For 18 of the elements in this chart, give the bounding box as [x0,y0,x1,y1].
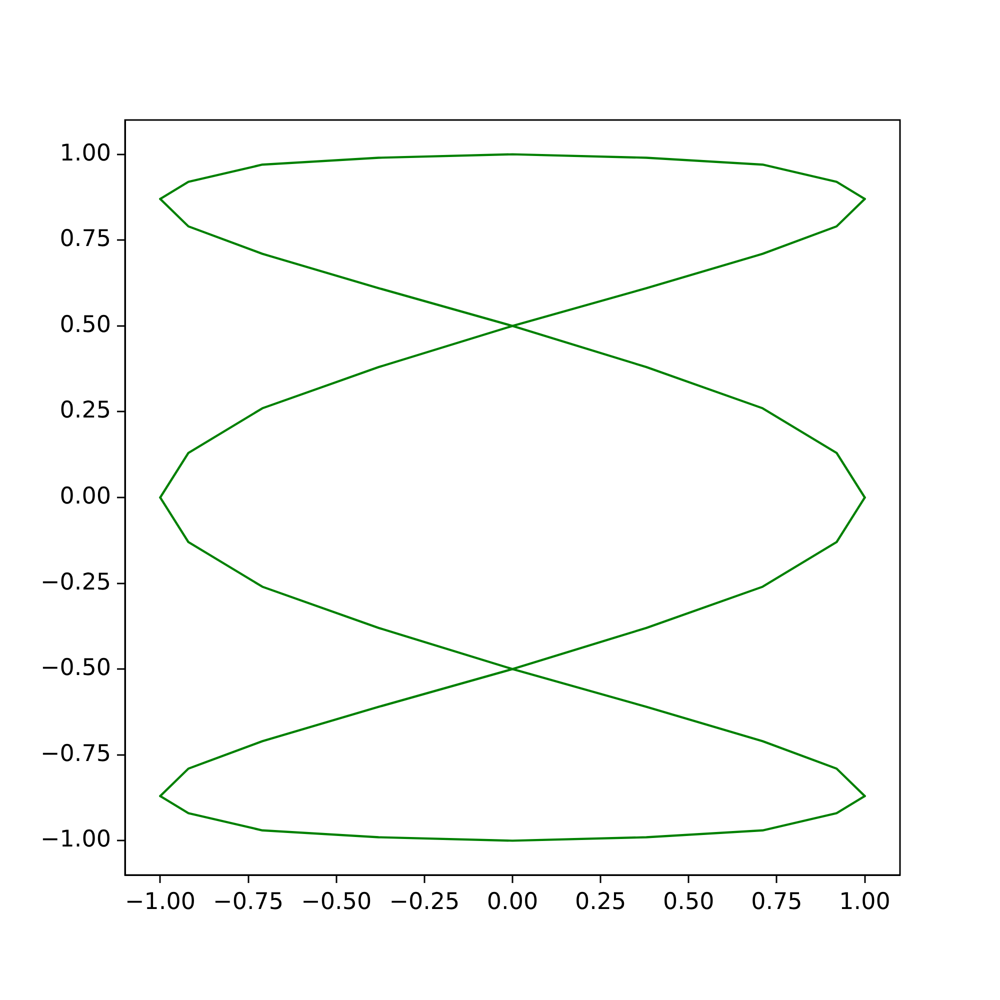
y-tick-label: −0.75 [40,740,111,767]
x-tick-label: −1.00 [124,888,196,915]
y-tick-label: −1.00 [40,826,111,853]
y-tick-label: 0.50 [60,312,111,338]
x-tick-label: −0.25 [389,888,460,915]
y-tick-label: 0.75 [60,226,111,252]
y-tick-label: 0.00 [60,483,111,510]
x-tick-label: −0.50 [301,888,372,915]
x-tick-label: 0.00 [486,888,538,915]
y-tick-label: 0.25 [60,398,111,424]
y-tick-label: −0.50 [40,655,111,682]
x-tick-label: 1.00 [839,888,890,915]
y-tick-label: −0.25 [40,569,111,596]
y-tick-label: 1.00 [60,140,111,166]
x-tick-label: 0.25 [574,888,626,915]
x-tick-label: −0.75 [213,888,284,915]
x-tick-label: 0.50 [663,888,714,915]
x-tick-label: 0.75 [751,888,802,915]
